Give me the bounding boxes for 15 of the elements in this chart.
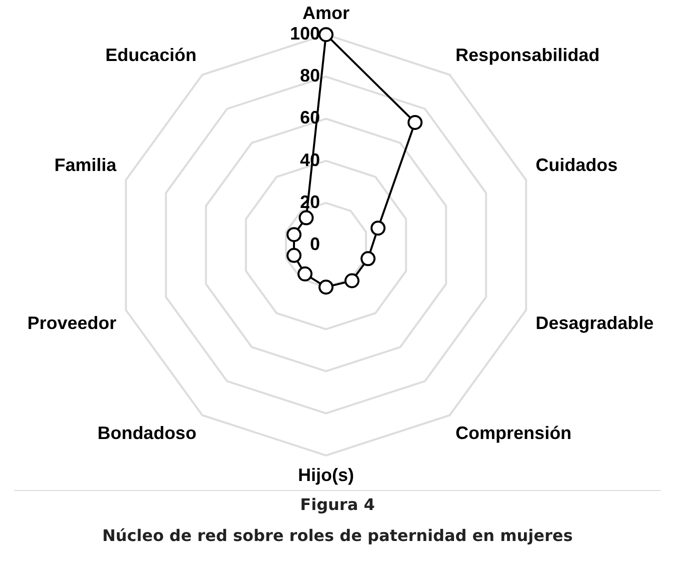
- spoke-label: Comprensión: [456, 423, 572, 444]
- text: Figura 4: [299, 494, 376, 514]
- y-tick-label: 0: [310, 234, 320, 254]
- spoke-label: Desagradable: [536, 312, 654, 333]
- y-tick-label: 100: [290, 24, 320, 44]
- spoke-label: Amor: [302, 2, 350, 23]
- spoke-label: Familia: [54, 155, 118, 176]
- y-tick-label: 80: [300, 66, 320, 86]
- text: Núcleo de red sobre roles de paternidad en mujeres: [101, 525, 574, 545]
- spoke-label: Hijo(s): [298, 465, 354, 486]
- spoke-label: Educación: [105, 44, 196, 65]
- spoke-label: Proveedor: [27, 312, 116, 333]
- spoke-label: Cuidados: [536, 155, 618, 176]
- spoke-label: Responsabilidad: [456, 44, 600, 65]
- spoke-label: Bondadoso: [97, 423, 196, 444]
